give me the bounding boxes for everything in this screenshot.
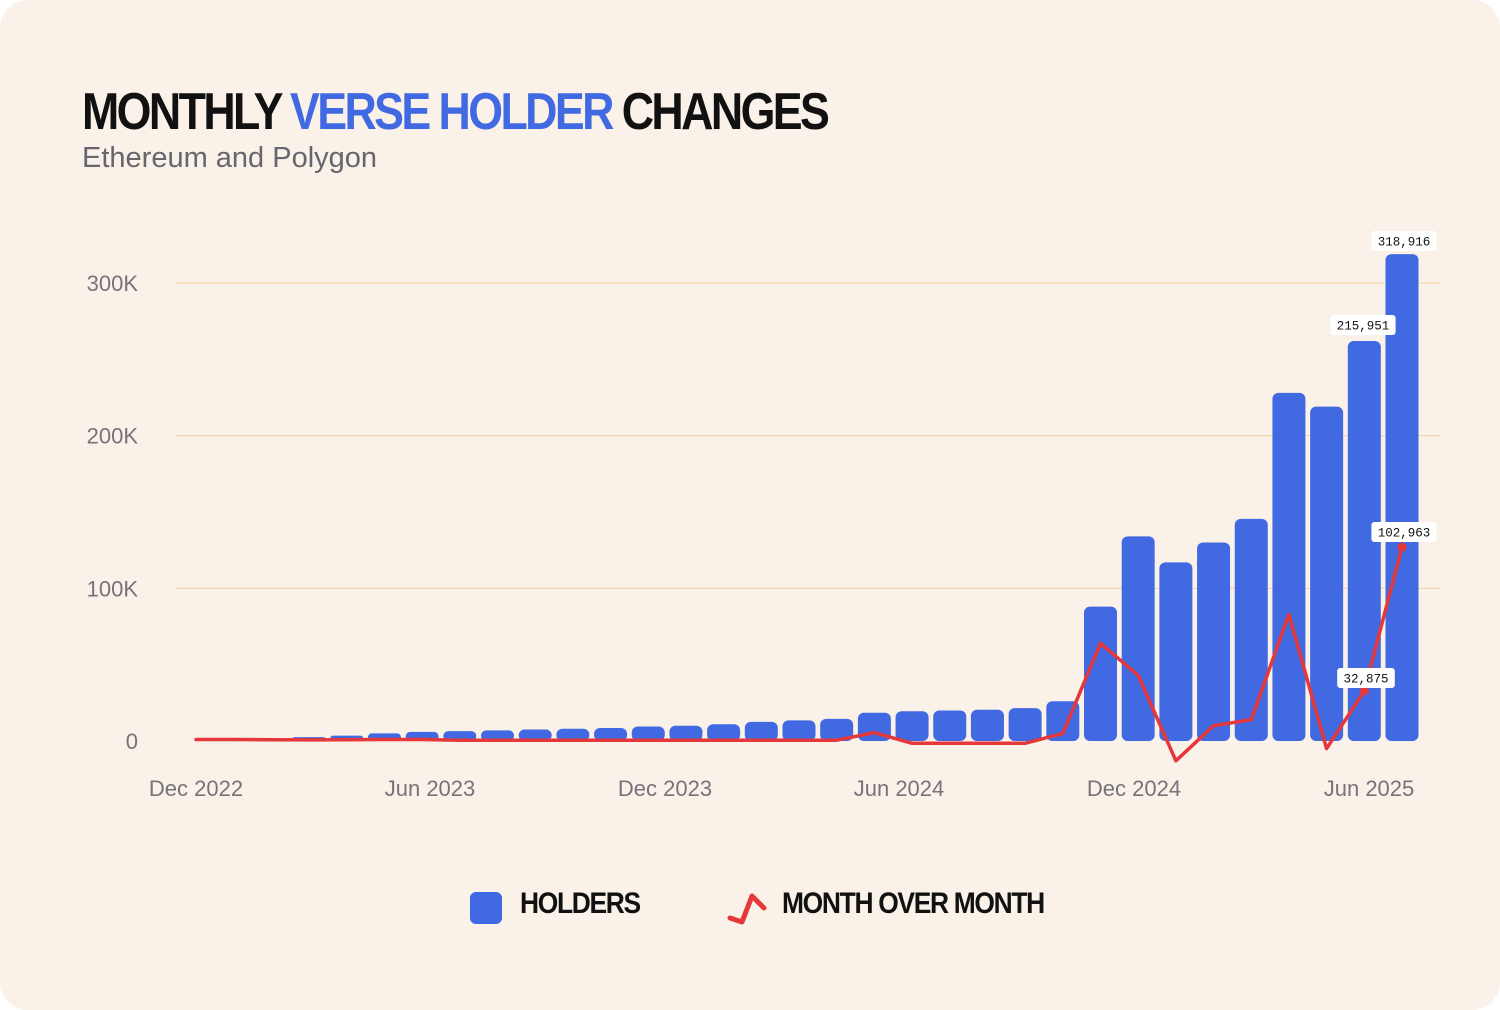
- holders-bar: [594, 728, 628, 741]
- title-part-1: MONTHLY: [82, 83, 290, 141]
- holders-bar: [518, 729, 552, 741]
- holders-bar: [1084, 606, 1117, 741]
- legend-mom-line-icon: [727, 893, 767, 925]
- value-annotation: 215,951: [1330, 315, 1396, 335]
- y-tick-label: 200K: [87, 424, 139, 449]
- x-tick-label: Dec 2023: [618, 776, 712, 801]
- mom-point: [1359, 686, 1369, 696]
- legend-holders-swatch: [470, 892, 502, 924]
- annotation-label: 215,951: [1337, 320, 1390, 334]
- annotation-label: 318,916: [1378, 236, 1431, 250]
- holders-bar: [669, 725, 703, 741]
- axis-layer: 0 100K 200K 300K Dec 2022 Jun 2023 Dec 2023 Jun…: [87, 271, 1415, 801]
- holders-bar: [707, 724, 741, 741]
- y-tick-label: 0: [126, 729, 138, 754]
- holders-bar: [1159, 562, 1193, 741]
- holders-bar: [744, 721, 778, 741]
- x-tick-label: Jun 2024: [854, 776, 945, 801]
- legend-holders-label: HOLDERS: [520, 887, 641, 920]
- annotation-label: 32,875: [1343, 673, 1388, 687]
- holders-bar: [933, 710, 967, 741]
- bar-layer: [217, 254, 1419, 741]
- annotation-box: [1371, 231, 1437, 251]
- title-part-3: CHANGES: [611, 83, 830, 141]
- y-tick-label: 100K: [87, 576, 139, 601]
- holders-bar: [1310, 406, 1344, 741]
- y-tick-label: 300K: [87, 271, 139, 296]
- line-layer: [194, 542, 1407, 763]
- chart-title: MONTHLY VERSE HOLDER CHANGES: [82, 82, 830, 142]
- holders-bar: [1008, 708, 1042, 741]
- x-tick-label: Dec 2024: [1087, 776, 1181, 801]
- value-annotation: 32,875: [1337, 668, 1395, 688]
- legend-mom-label: MONTH OVER MONTH: [782, 887, 1045, 920]
- holders-bar: [1121, 536, 1155, 741]
- holders-bar: [1385, 254, 1419, 741]
- x-tick-label: Jun 2025: [1324, 776, 1415, 801]
- value-annotation: 318,916: [1371, 231, 1437, 251]
- holders-bar: [1234, 518, 1268, 741]
- annotation-box: [1337, 668, 1395, 688]
- holders-bar: [1347, 341, 1381, 741]
- x-tick-label: Jun 2023: [385, 776, 476, 801]
- holders-bar: [970, 709, 1004, 741]
- value-annotation: 102,963: [1371, 522, 1437, 542]
- annotation-box: [1330, 315, 1396, 335]
- holders-bar: [556, 728, 590, 741]
- annotation-label: 102,963: [1378, 527, 1431, 541]
- mom-point: [1397, 542, 1407, 552]
- holders-bar: [1197, 542, 1231, 741]
- mom-line: [194, 545, 1404, 763]
- holders-bar: [631, 726, 665, 741]
- holders-bar: [782, 720, 816, 741]
- annotation-box: [1371, 522, 1437, 542]
- annotation-layer: 318,916 215,951 102,963 32,875: [1330, 231, 1437, 688]
- holders-bar: [481, 730, 514, 741]
- holders-bar: [1272, 392, 1306, 741]
- title-accent: VERSE HOLDER: [289, 83, 614, 141]
- chart-subtitle: Ethereum and Polygon: [82, 142, 378, 174]
- holders-bar: [820, 718, 854, 741]
- holders-bar: [895, 711, 929, 741]
- x-tick-label: Dec 2022: [149, 776, 243, 801]
